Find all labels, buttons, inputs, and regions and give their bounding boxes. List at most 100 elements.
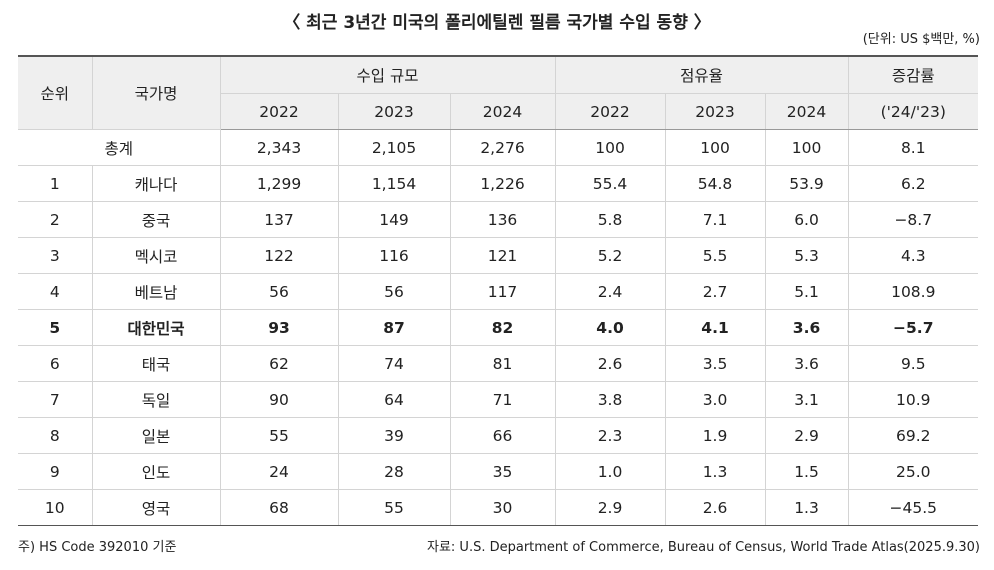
cell: 121 <box>449 237 556 274</box>
cell: 2 <box>18 201 92 238</box>
cell: 56 <box>337 273 450 310</box>
cell: 2.4 <box>554 273 666 310</box>
cell: 5.8 <box>554 201 666 238</box>
cell: 10 <box>18 489 92 526</box>
cell: 3.6 <box>764 345 849 382</box>
cell: 총계 <box>18 129 220 166</box>
table-row: 3 멕시코 122 116 121 5.2 5.5 5.3 4.3 <box>18 237 979 274</box>
cell: 2,105 <box>337 129 450 166</box>
cell: 1.9 <box>664 417 766 454</box>
cell: 64 <box>337 381 450 418</box>
cell: 7.1 <box>664 201 766 238</box>
cell: 100 <box>664 129 766 166</box>
cell: 9 <box>18 453 92 490</box>
cell: 일본 <box>91 417 220 454</box>
cell: 116 <box>337 237 450 274</box>
table-row: 5 대한민국 93 87 82 4.0 4.1 3.6 −5.7 <box>18 309 979 346</box>
cell: 1.0 <box>554 453 666 490</box>
cell: 1 <box>18 165 92 202</box>
cell: 8.1 <box>847 129 979 166</box>
table-row: 7 독일 90 64 71 3.8 3.0 3.1 10.9 <box>18 381 979 418</box>
cell: 캐나다 <box>91 165 220 202</box>
cell: 56 <box>219 273 338 310</box>
cell: 137 <box>219 201 338 238</box>
cell: 1,154 <box>337 165 450 202</box>
header-cell: 2024 <box>449 93 556 130</box>
cell: 149 <box>337 201 450 238</box>
cell: 2,343 <box>219 129 338 166</box>
cell: 74 <box>337 345 450 382</box>
cell: 100 <box>764 129 849 166</box>
cell: 6.2 <box>847 165 979 202</box>
cell: 5.3 <box>764 237 849 274</box>
cell: 5.1 <box>764 273 849 310</box>
cell: 55 <box>337 489 450 526</box>
title: 〈 최근 3년간 미국의 폴리에틸렌 필름 국가별 수입 동향 〉 <box>283 13 711 33</box>
cell: 5.5 <box>664 237 766 274</box>
cell: 1,226 <box>449 165 556 202</box>
cell: 25.0 <box>847 453 979 490</box>
header-cell: ('24/'23) <box>847 93 979 130</box>
cell: 93 <box>219 309 338 346</box>
cell: 68 <box>219 489 338 526</box>
header-cell: 국가명 <box>91 55 220 130</box>
cell: 54.8 <box>664 165 766 202</box>
cell: 대한민국 <box>91 309 220 346</box>
cell: −8.7 <box>847 201 979 238</box>
header-cell: 증감률 <box>847 55 979 94</box>
cell: 81 <box>449 345 556 382</box>
cell: 7 <box>18 381 92 418</box>
cell: 69.2 <box>847 417 979 454</box>
total-row: 총계 2,343 2,105 2,276 100 100 100 8.1 <box>18 129 979 166</box>
cell: 1.3 <box>664 453 766 490</box>
cell: 2.7 <box>664 273 766 310</box>
cell: 4.1 <box>664 309 766 346</box>
cell: 8 <box>18 417 92 454</box>
cell: 3.8 <box>554 381 666 418</box>
cell: 베트남 <box>91 273 220 310</box>
cell: 중국 <box>91 201 220 238</box>
cell: 71 <box>449 381 556 418</box>
cell: 66 <box>449 417 556 454</box>
cell: 53.9 <box>764 165 849 202</box>
cell: 24 <box>219 453 338 490</box>
cell: 28 <box>337 453 450 490</box>
cell: 108.9 <box>847 273 979 310</box>
cell: 100 <box>554 129 666 166</box>
cell: 6.0 <box>764 201 849 238</box>
cell: 독일 <box>91 381 220 418</box>
source: 자료: U.S. Department of Commerce, Bureau … <box>427 540 980 555</box>
cell: −5.7 <box>847 309 979 346</box>
cell: −45.5 <box>847 489 979 526</box>
cell: 멕시코 <box>91 237 220 274</box>
cell: 1.5 <box>764 453 849 490</box>
cell: 태국 <box>91 345 220 382</box>
cell: 82 <box>449 309 556 346</box>
cell: 3.6 <box>764 309 849 346</box>
cell: 35 <box>449 453 556 490</box>
cell: 4.3 <box>847 237 979 274</box>
cell: 3.0 <box>664 381 766 418</box>
header-cell: 수입 규모 <box>219 55 556 94</box>
cell: 5 <box>18 309 92 346</box>
cell: 30 <box>449 489 556 526</box>
cell: 3 <box>18 237 92 274</box>
cell: 55 <box>219 417 338 454</box>
header-cell: 2023 <box>664 93 766 130</box>
cell: 6 <box>18 345 92 382</box>
footnote: 주) HS Code 392010 기준 <box>18 540 177 555</box>
cell: 1.3 <box>764 489 849 526</box>
cell: 인도 <box>91 453 220 490</box>
cell: 3.1 <box>764 381 849 418</box>
cell: 39 <box>337 417 450 454</box>
table-row: 4 베트남 56 56 117 2.4 2.7 5.1 108.9 <box>18 273 979 310</box>
cell: 4 <box>18 273 92 310</box>
cell: 55.4 <box>554 165 666 202</box>
cell: 4.0 <box>554 309 666 346</box>
table-row: 9 인도 24 28 35 1.0 1.3 1.5 25.0 <box>18 453 979 490</box>
header-cell: 2024 <box>764 93 849 130</box>
cell: 2,276 <box>449 129 556 166</box>
cell: 2.9 <box>554 489 666 526</box>
cell: 영국 <box>91 489 220 526</box>
